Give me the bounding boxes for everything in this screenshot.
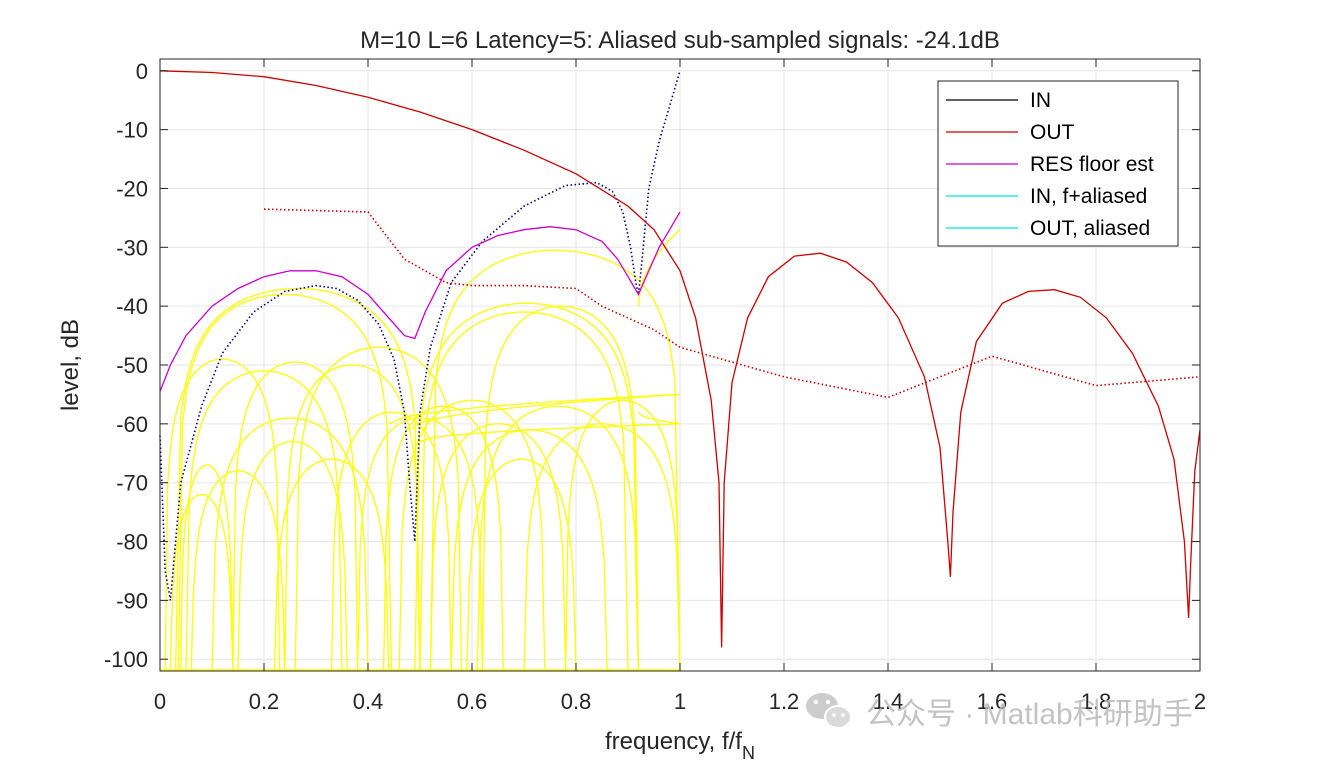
chart-title: M=10 L=6 Latency=5: Aliased sub-sampled … — [360, 27, 1000, 54]
aliased-lobe — [564, 399, 681, 672]
legend-label: RES floor est — [1030, 153, 1154, 176]
aliased-lobe — [419, 311, 629, 672]
aliased-tail — [637, 411, 681, 425]
aliased-lobe — [284, 364, 421, 672]
wechat-icon — [806, 693, 852, 729]
series-in — [159, 70, 681, 601]
legend-label: OUT, aliased — [1030, 217, 1150, 240]
aliased-lobe — [476, 405, 640, 672]
aliased-lobes — [160, 229, 681, 672]
x-tick-label: 0.8 — [561, 689, 592, 714]
aliased-tail — [637, 229, 681, 307]
aliased-lobe — [330, 411, 452, 672]
x-tick-label: 1 — [674, 689, 686, 714]
aliased-tail — [388, 393, 681, 425]
y-tick-label: -60 — [116, 412, 148, 437]
x-tick-label: 0 — [154, 689, 166, 714]
series-out — [159, 70, 1201, 648]
x-axis-label-main: frequency, f/f — [605, 728, 742, 755]
aliased-lobe — [429, 249, 681, 672]
y-tick-label: -100 — [104, 647, 148, 672]
aliased-lobe — [414, 302, 640, 672]
y-tick-label: -20 — [116, 176, 148, 201]
aliased-lobe — [185, 370, 343, 672]
aliased-lobe — [169, 493, 234, 672]
aliased-lobe — [177, 293, 393, 672]
aliased-lobe — [190, 470, 286, 672]
series-out-floor-est — [263, 208, 1201, 399]
x-axis-label-subscript: N — [742, 743, 755, 763]
x-axis-label: frequency, f/fN — [605, 728, 755, 763]
y-axis-label: level, dB — [57, 319, 84, 411]
aliased-lobe — [294, 346, 463, 672]
aliased-lobe — [382, 405, 504, 672]
aliased-lobe — [180, 464, 234, 672]
y-tick-label: -50 — [116, 353, 148, 378]
watermark-text: 公众号 · Matlab科研助手 — [866, 698, 1193, 731]
x-tick-label: 1.8 — [1081, 689, 1112, 714]
x-tick-label: 1.4 — [873, 689, 904, 714]
aliased-lobe — [450, 429, 608, 672]
aliased-lobe — [232, 361, 359, 672]
x-tick-label: 1.2 — [769, 689, 800, 714]
y-tick-label: -80 — [116, 530, 148, 555]
aliased-lobe — [523, 423, 681, 672]
legend-label: OUT — [1030, 121, 1075, 144]
aliased-lobe — [211, 417, 369, 672]
legend-label: IN, f+aliased — [1030, 185, 1147, 208]
y-tick-label: 0 — [136, 59, 148, 84]
aliased-lobe — [273, 458, 390, 672]
x-tick-label: 0.2 — [249, 689, 280, 714]
aliased-lobe — [164, 358, 281, 672]
series-res-floor-est — [159, 211, 681, 392]
aliased-lobe — [481, 305, 640, 672]
legend-label: IN — [1030, 89, 1051, 112]
x-tick-label: 2 — [1194, 689, 1206, 714]
aliased-lobe — [429, 423, 567, 672]
y-tick-label: -40 — [116, 294, 148, 319]
legend: IN OUT RES floor est IN, f+aliased OUT, alia… — [937, 80, 1179, 247]
x-tick-label: 1.6 — [977, 689, 1008, 714]
aliased-lobe — [237, 440, 348, 672]
aliased-lobe — [356, 417, 484, 672]
watermark: 公众号 · Matlab科研助手 — [806, 693, 1193, 731]
y-tick-label: -70 — [116, 471, 148, 496]
y-tick-label: -10 — [116, 118, 148, 143]
aliased-tail — [409, 393, 681, 431]
aliased-lobe — [174, 287, 421, 672]
plot-area — [159, 70, 1201, 672]
x-tick-label: 0.4 — [353, 689, 384, 714]
y-tick-label: -90 — [116, 588, 148, 613]
aliased-tail — [419, 423, 681, 443]
x-tick-label: 0.6 — [457, 689, 488, 714]
y-tick-label: -30 — [116, 235, 148, 260]
x-axis-ticks: 0 0.2 0.4 0.6 0.8 1 1.2 1.4 1.6 1.8 2 — [154, 59, 1206, 714]
y-axis-ticks: 0 -10 -20 -30 -40 -50 -60 -70 -80 -90 -100 — [104, 59, 1200, 672]
